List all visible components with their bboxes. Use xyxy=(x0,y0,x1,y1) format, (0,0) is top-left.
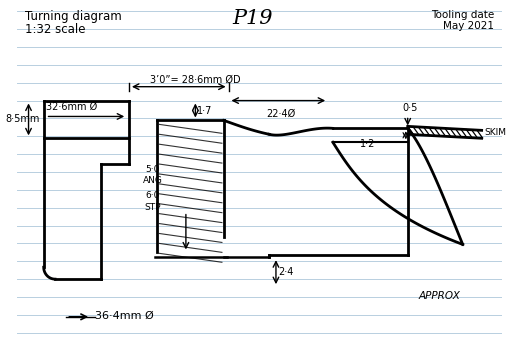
Text: STP: STP xyxy=(145,203,161,212)
Text: ANG: ANG xyxy=(143,176,162,185)
Text: 1:32 scale: 1:32 scale xyxy=(25,23,85,36)
Text: 1·2: 1·2 xyxy=(360,139,376,149)
Text: 36·4mm Ø: 36·4mm Ø xyxy=(95,311,154,321)
Text: 5·0: 5·0 xyxy=(146,164,160,173)
Text: 6·0: 6·0 xyxy=(146,191,160,200)
Text: Turning diagram: Turning diagram xyxy=(25,10,122,23)
Text: SKIM: SKIM xyxy=(484,128,506,137)
Text: APPROX: APPROX xyxy=(419,291,461,301)
Text: P19: P19 xyxy=(232,9,272,28)
Text: 0·5: 0·5 xyxy=(402,104,417,114)
Text: 22·4Ø: 22·4Ø xyxy=(266,108,296,119)
Text: 8·5mm: 8·5mm xyxy=(6,115,40,125)
Text: 1·7: 1·7 xyxy=(197,106,213,116)
Text: 2·4: 2·4 xyxy=(278,267,293,277)
Text: Tooling date: Tooling date xyxy=(431,10,494,20)
Text: May 2021: May 2021 xyxy=(443,21,494,31)
Text: 3’0”= 28·6mm ØD: 3’0”= 28·6mm ØD xyxy=(150,75,241,85)
Text: 32·6mm Ø: 32·6mm Ø xyxy=(45,101,97,111)
